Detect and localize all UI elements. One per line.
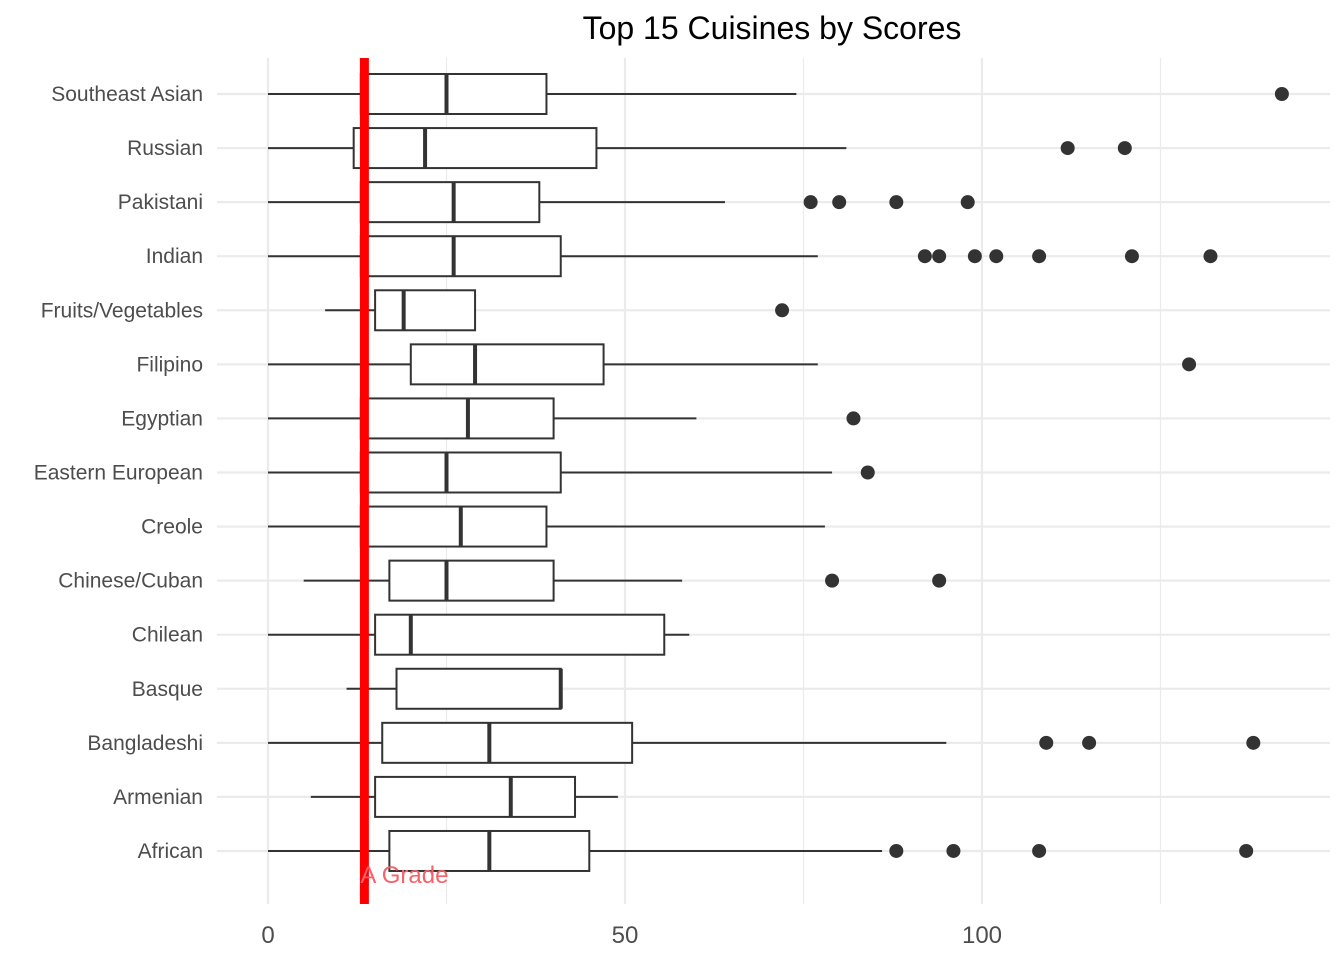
outlier-point xyxy=(889,843,904,858)
outlier-point xyxy=(825,573,840,588)
outlier-point xyxy=(803,195,818,210)
outlier-point xyxy=(1117,141,1132,156)
outlier-point xyxy=(1124,249,1139,264)
box-russian xyxy=(268,127,1132,170)
box-iqr xyxy=(381,721,634,764)
box-armenian xyxy=(310,775,618,818)
outlier-point xyxy=(775,303,790,318)
box-chinese-cuban xyxy=(303,559,947,602)
y-tick-label: Armenian xyxy=(113,786,203,809)
outlier-point xyxy=(1039,735,1054,750)
x-tick-label: 100 xyxy=(962,922,1002,949)
outlier-point xyxy=(917,249,932,264)
outlier-point xyxy=(846,411,861,426)
y-tick-label: Fruits/Vegetables xyxy=(41,299,203,322)
outlier-point xyxy=(1246,735,1261,750)
y-tick-label: Egyptian xyxy=(121,407,203,430)
y-tick-label: Basque xyxy=(132,678,203,701)
box-egyptian xyxy=(268,397,861,440)
box-iqr xyxy=(374,289,477,332)
outlier-point xyxy=(1203,249,1218,264)
outlier-point xyxy=(967,249,982,264)
outlier-point xyxy=(946,843,961,858)
box-iqr xyxy=(359,505,548,548)
box-creole xyxy=(268,505,825,548)
box-iqr xyxy=(359,397,555,440)
reference-line-label: A Grade xyxy=(360,862,448,889)
y-tick-label: Pakistani xyxy=(118,191,203,214)
box-filipino xyxy=(268,343,1197,386)
box-iqr xyxy=(359,181,541,224)
box-chilean xyxy=(268,613,690,656)
y-tick-label: Chilean xyxy=(132,624,203,647)
y-tick-label: Bangladeshi xyxy=(87,732,203,755)
chart-title: Top 15 Cuisines by Scores xyxy=(583,10,962,46)
outlier-point xyxy=(889,195,904,210)
reference-line-group: A Grade xyxy=(359,58,448,904)
box-pakistani xyxy=(268,181,975,224)
outlier-point xyxy=(1239,843,1254,858)
box-iqr xyxy=(374,613,666,656)
outlier-point xyxy=(1274,87,1289,101)
outlier-point xyxy=(1082,735,1097,750)
outlier-point xyxy=(1032,843,1047,858)
box-african xyxy=(268,829,1254,872)
box-iqr xyxy=(409,343,605,386)
x-tick-label: 50 xyxy=(612,922,639,949)
x-tick-label: 0 xyxy=(261,922,274,949)
box-eastern-european xyxy=(268,451,875,494)
box-basque xyxy=(346,667,563,710)
box-bangladeshi xyxy=(268,721,1261,764)
y-tick-label: Chinese/Cuban xyxy=(58,570,203,593)
y-tick-label: Filipino xyxy=(136,353,203,376)
outlier-point xyxy=(1032,249,1047,264)
y-tick-label: African xyxy=(138,840,203,863)
box-indian xyxy=(268,235,1218,278)
box-iqr xyxy=(359,73,548,115)
y-tick-label: Southeast Asian xyxy=(51,83,203,106)
x-axis-ticks: 0 50 100 xyxy=(261,922,1002,949)
outlier-point xyxy=(932,249,947,264)
outlier-point xyxy=(832,195,847,210)
outlier-point xyxy=(960,195,975,210)
outlier-point xyxy=(989,249,1004,264)
box-iqr xyxy=(359,235,562,278)
outlier-point xyxy=(1182,357,1197,372)
box-iqr xyxy=(359,451,562,494)
outlier-point xyxy=(860,465,875,480)
box-iqr xyxy=(395,667,562,710)
boxes xyxy=(268,73,1289,872)
outlier-point xyxy=(1060,141,1075,156)
box-iqr xyxy=(388,559,555,602)
y-axis-ticks: Southeast Asian Russian Pakistani Indian Fru… xyxy=(34,83,203,863)
box-iqr xyxy=(374,775,577,818)
y-tick-label: Russian xyxy=(127,137,203,160)
y-tick-label: Indian xyxy=(146,245,203,268)
y-tick-label: Creole xyxy=(141,516,203,539)
y-tick-label: Eastern European xyxy=(34,461,203,484)
box-iqr xyxy=(352,127,598,170)
outlier-point xyxy=(932,573,947,588)
